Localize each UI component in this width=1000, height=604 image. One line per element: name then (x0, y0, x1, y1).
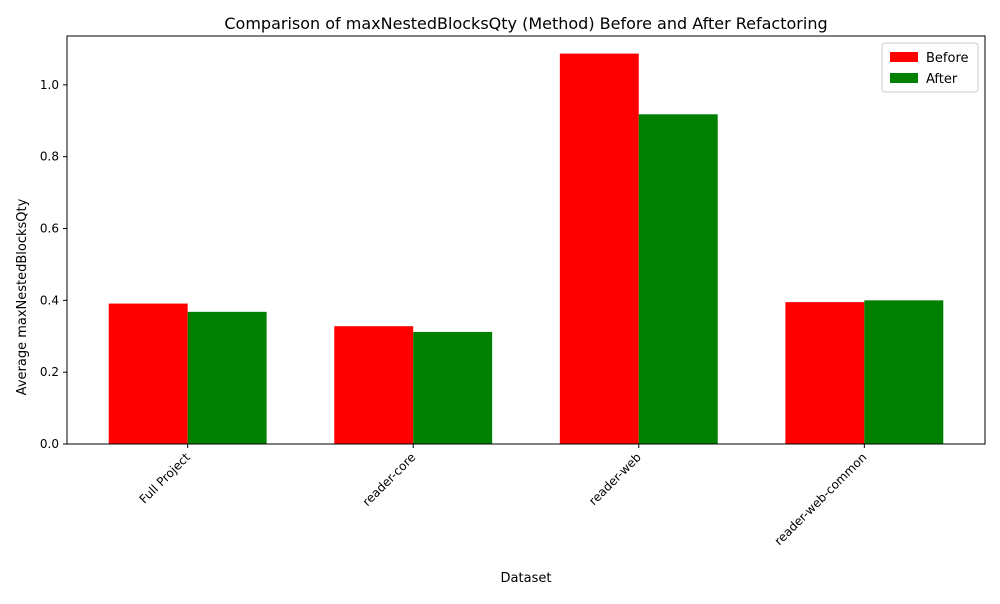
y-axis-label: Average maxNestedBlocksQty (15, 198, 30, 395)
legend: Before After (881, 42, 979, 93)
x-ticks-group: Full Project reader-core reader-web reader-… (137, 444, 870, 548)
bar-before-3 (785, 302, 865, 444)
bar-after-3 (864, 300, 944, 444)
legend-label-after: After (926, 72, 958, 87)
y-ticks-group: 0.0 0.2 0.4 0.6 0.8 1.0 (40, 78, 67, 451)
x-tick-label: Full Project (137, 450, 193, 506)
y-tick-label: 0.2 (40, 365, 59, 379)
bar-before-1 (334, 326, 414, 444)
legend-swatch-before (890, 52, 918, 62)
legend-label-before: Before (926, 51, 969, 66)
bar-before-0 (108, 303, 188, 444)
x-tick-label: reader-web (586, 450, 644, 508)
y-tick-label: 0.4 (40, 293, 59, 307)
bar-after-0 (187, 311, 267, 444)
y-tick-label: 1.0 (40, 78, 59, 92)
plot-frame (66, 35, 986, 445)
bar-after-1 (413, 331, 493, 444)
x-axis-label: Dataset (501, 571, 552, 586)
y-tick-label: 0.0 (40, 437, 59, 451)
bar-after-2 (638, 114, 718, 444)
bar-before-2 (559, 53, 639, 444)
y-tick-label: 0.6 (40, 222, 59, 236)
legend-swatch-after (890, 73, 918, 83)
chart-title: Comparison of maxNestedBlocksQty (Method… (224, 14, 827, 33)
x-tick-label: reader-web-common (772, 450, 870, 548)
x-tick-label: reader-core (360, 450, 419, 509)
y-tick-label: 0.8 (40, 150, 59, 164)
bars-group (108, 53, 944, 444)
